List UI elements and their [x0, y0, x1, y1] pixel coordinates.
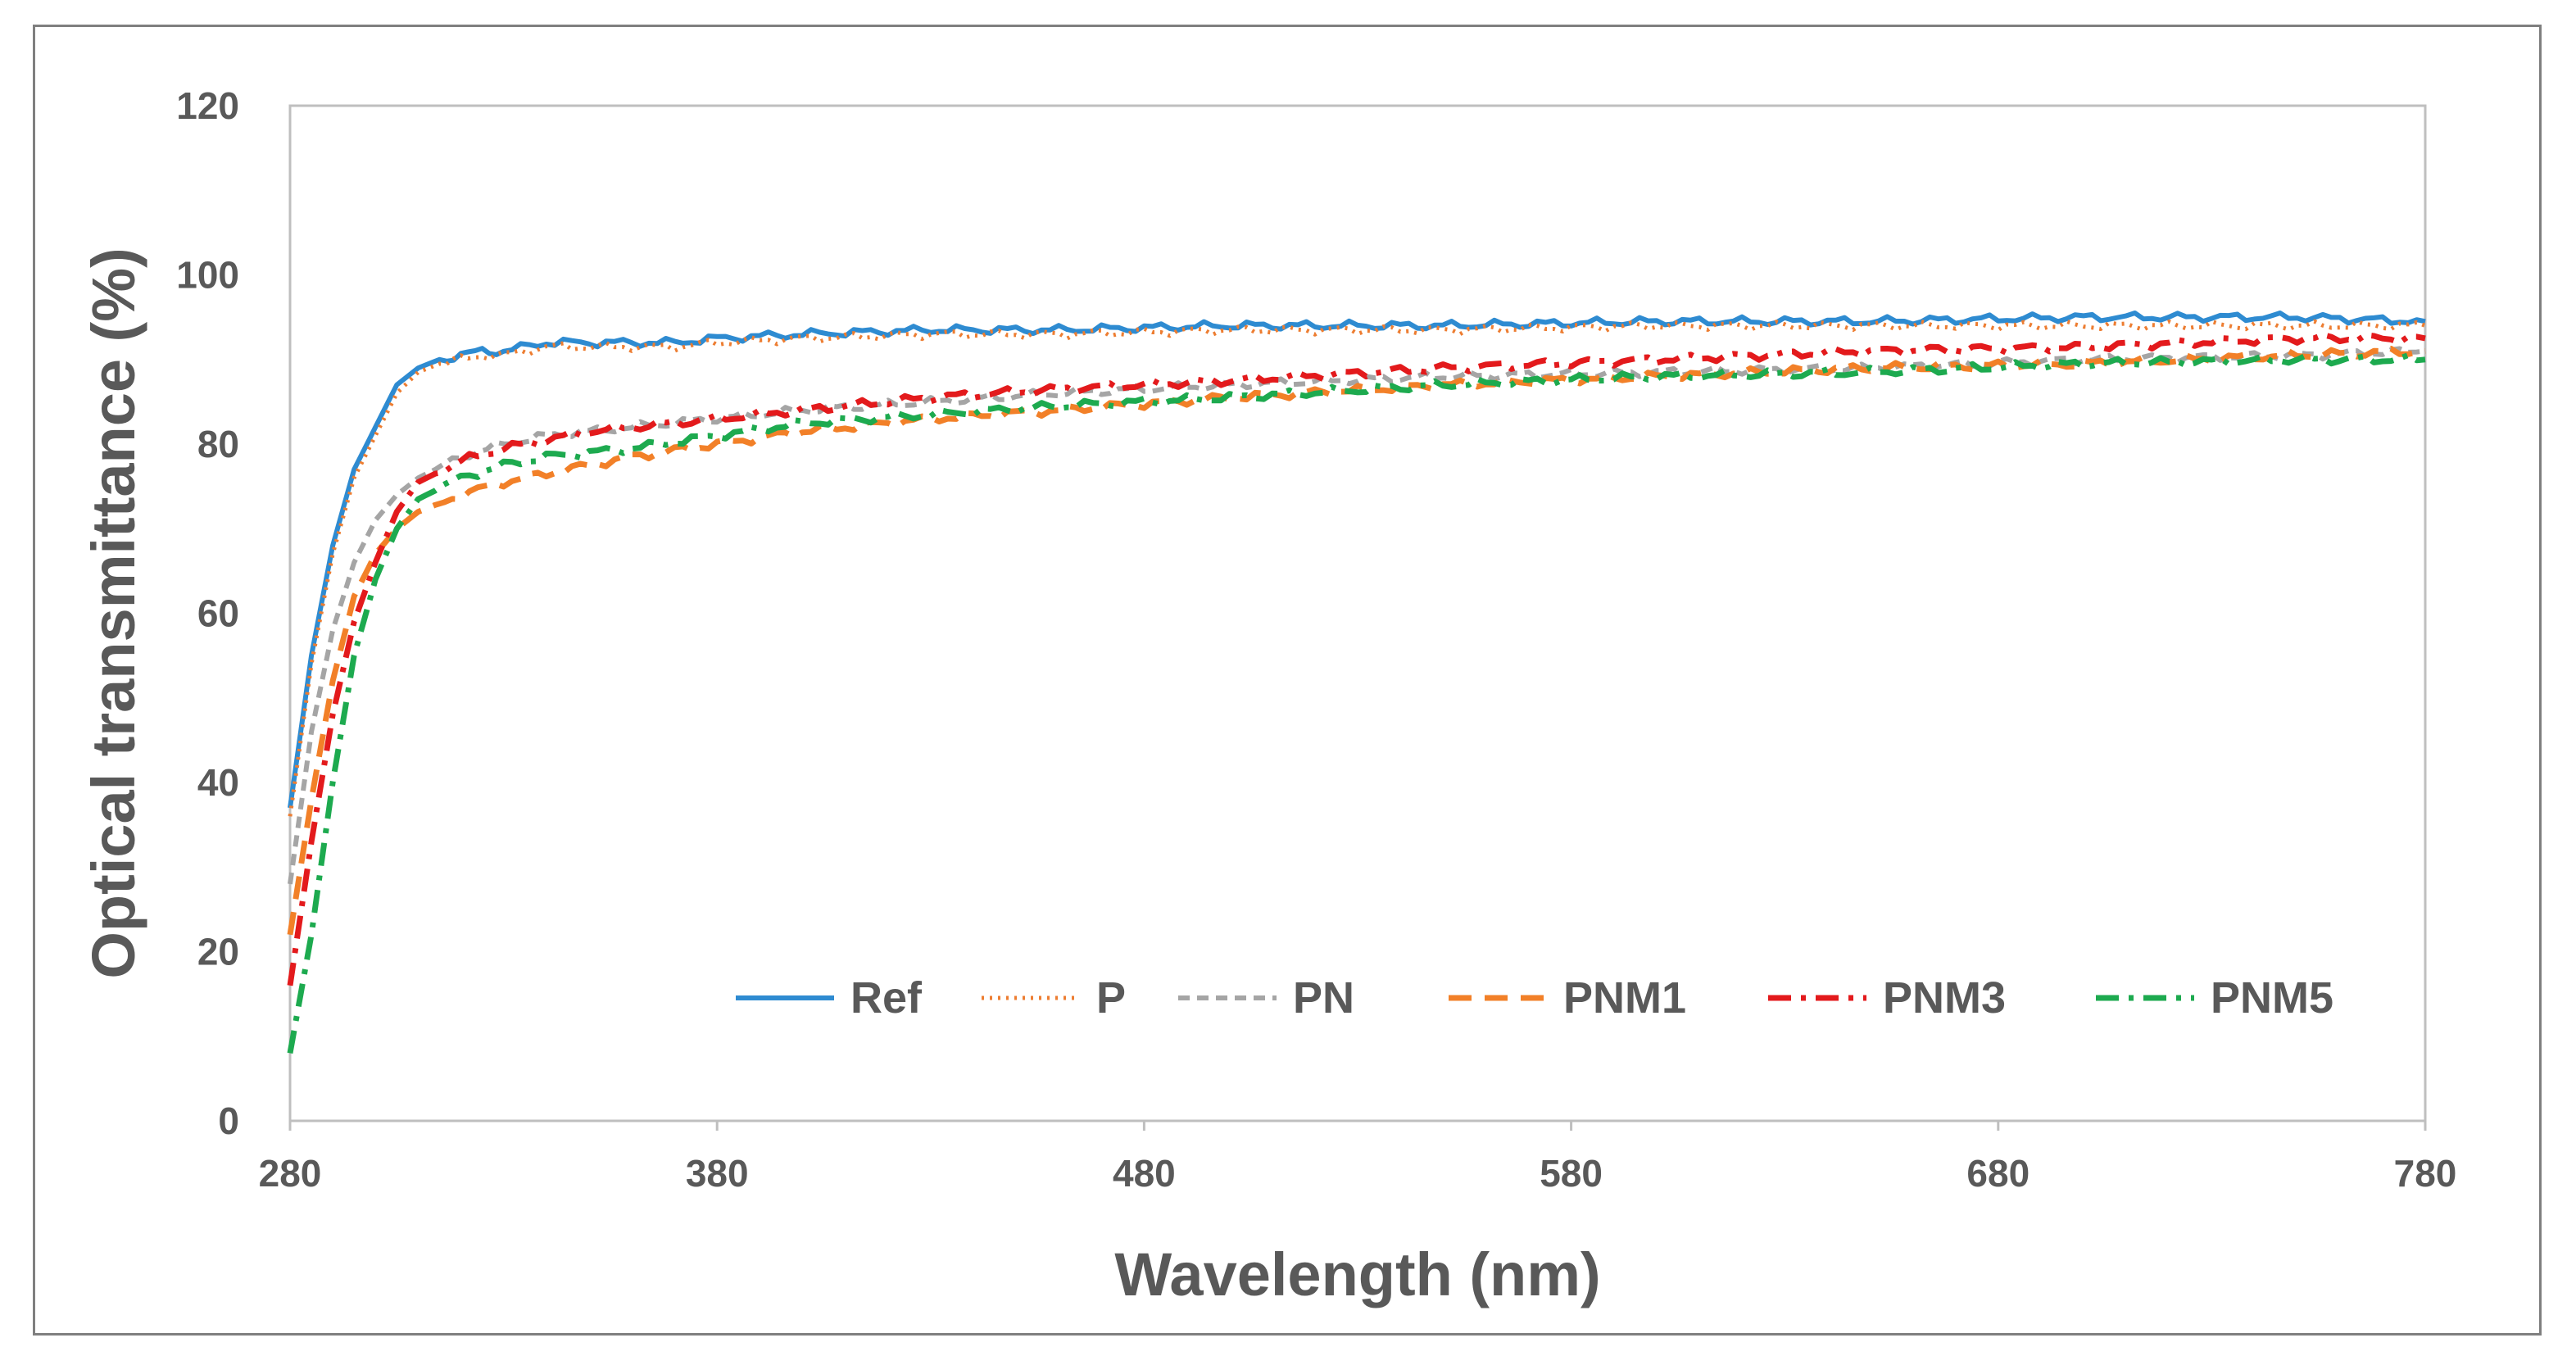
chart-frame: 0 20 40 60 80 100 120 280 380 480 580 680 780 Ref P P… — [33, 25, 2542, 1336]
series-line-ref — [288, 311, 2426, 809]
y-tick-label: 120 — [176, 84, 239, 127]
x-axis-title: Wavelength (nm) — [1114, 1240, 1600, 1308]
legend-label-pn: PN — [1293, 973, 1354, 1023]
series-line-p — [288, 319, 2426, 817]
series-line-pnm5 — [287, 352, 2426, 1054]
series-line-pn — [288, 346, 2426, 885]
y-tick-label: 40 — [197, 761, 239, 804]
y-tick-label: 0 — [218, 1100, 239, 1142]
series-line-pnm1 — [287, 346, 2426, 936]
x-tick-label: 780 — [2394, 1152, 2457, 1195]
y-axis-title: Optical transmittance (%) — [79, 247, 147, 978]
x-tick-label: 480 — [1113, 1152, 1176, 1195]
series-lines — [287, 311, 2426, 1054]
y-tick-label: 100 — [176, 254, 239, 297]
x-axis-ticks: 280 380 480 580 680 780 — [259, 1121, 2457, 1195]
y-tick-label: 80 — [197, 423, 239, 465]
plot-area-border — [288, 104, 2427, 1122]
y-axis-ticks: 0 20 40 60 80 100 120 — [176, 84, 239, 1142]
plot-area — [288, 104, 2427, 1122]
legend-label-pnm3: PNM3 — [1883, 973, 2006, 1023]
series-line-pnm3 — [287, 332, 2426, 986]
x-tick-label: 680 — [1966, 1152, 2030, 1195]
x-tick-label: 380 — [686, 1152, 749, 1195]
x-tick-label: 580 — [1540, 1152, 1603, 1195]
y-tick-label: 20 — [197, 931, 239, 973]
legend-label-pnm1: PNM1 — [1563, 973, 1686, 1023]
y-tick-label: 60 — [197, 592, 239, 635]
legend-label-ref: Ref — [850, 973, 923, 1023]
legend-label-p: P — [1096, 973, 1126, 1023]
legend: Ref P PN PNM1 PNM3 PNM5 — [736, 973, 2333, 1023]
x-tick-label: 280 — [259, 1152, 322, 1195]
legend-label-pnm5: PNM5 — [2211, 973, 2333, 1023]
chart-svg: 0 20 40 60 80 100 120 280 380 480 580 680 780 Ref P P… — [79, 84, 2457, 1308]
